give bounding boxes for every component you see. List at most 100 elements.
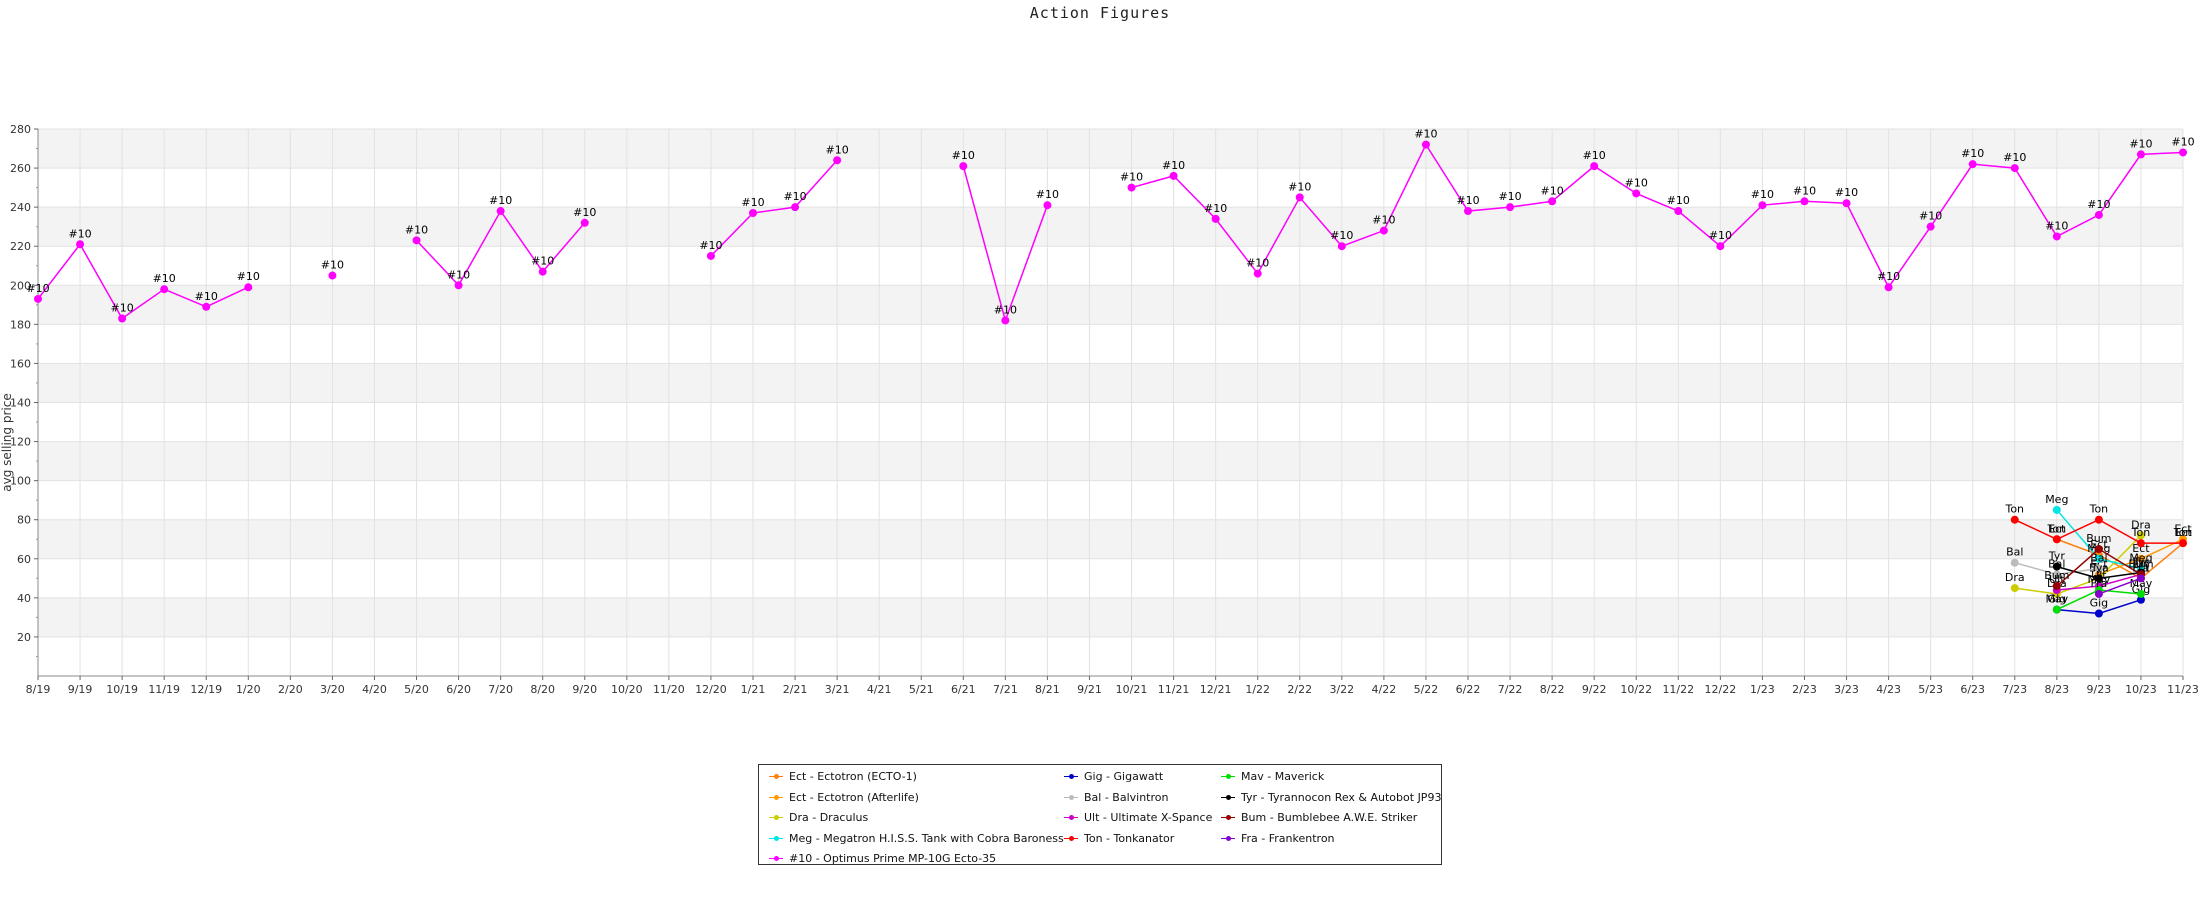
data-point [2094,564,2103,573]
legend-label: #10 - Optimus Prime MP-10G Ecto-35 [789,852,997,865]
data-point [2010,584,2019,593]
line-chart: 20 40 60 80 100 120 140 160 180 200 220 240 260 280 8… [0,123,2199,696]
x-tick-label: 1/20 [236,683,261,696]
x-tick-label: 1/22 [1245,683,1270,696]
data-point [538,267,547,276]
legend-label: Bum - Bumblebee A.W.E. Striker [1241,811,1418,824]
legend-swatch [769,794,783,802]
x-tick-label: 9/20 [572,683,597,696]
data-point [1674,207,1683,216]
y-tick-label: 280 [10,123,31,136]
data-point [2094,545,2103,554]
series-line [2014,534,2142,595]
y-tick-label: 120 [10,436,31,449]
x-tick-label: 5/23 [1918,683,1943,696]
legend-item: Bum - Bumblebee A.W.E. Striker [1221,811,1417,824]
data-point [2010,164,2019,173]
data-label: #10 [741,196,764,209]
data-point [1842,199,1851,208]
legend-swatch [1221,814,1235,822]
y-tick-label: 20 [17,631,31,644]
x-tick-label: 3/22 [1329,683,1354,696]
data-point [2094,210,2103,219]
legend-label: Bal - Balvintron [1084,790,1169,804]
grid-lines [37,128,2184,676]
x-tick-label: 11/23 [2167,683,2199,696]
legend-label: Ton - Tonkanator [1084,831,1175,845]
data-label: #10 [2171,135,2194,148]
data-label: Bal [2006,546,2023,559]
data-point [454,281,463,290]
y-tick-label: 240 [10,201,31,214]
x-tick-label: 8/22 [1540,683,1565,696]
x-tick-label: 12/21 [1200,683,1232,696]
data-point [580,218,589,227]
legend-label: Ect - Ectotron (Afterlife) [789,790,919,804]
x-tick-label: 8/20 [530,683,555,696]
data-label: #10 [699,239,722,252]
legend-label: Tyr - Tyrannocon Rex & Autobot JP93 [1241,790,1442,804]
data-point [2136,595,2145,604]
legend-swatch [1221,794,1235,802]
y-tick-label: 80 [17,514,31,527]
data-label: #10 [1667,194,1690,207]
data-point [2094,574,2103,583]
x-tick-label: 10/21 [1116,683,1148,696]
data-point [959,162,968,171]
x-tick-labels: 8/19 9/19 10/19 11/19 12/19 1/20 2/20 3/20 4/20 5… [26,676,2199,696]
data-point [2136,539,2145,548]
x-tick-label: 10/20 [611,683,643,696]
chart-title: Action Figures [1029,4,1171,22]
data-label: Tyr [2132,555,2150,568]
data-point [2179,148,2187,157]
y-axis-label: avg selling price [0,393,14,491]
data-label: Meg [2045,493,2068,506]
data-label: #10 [1330,229,1353,242]
data-point [2094,554,2103,563]
x-tick-label: 4/23 [1876,683,1901,696]
x-tick-label: 6/21 [951,683,976,696]
y-tick-label: 180 [10,318,31,331]
data-label: #10 [1877,270,1900,283]
legend-swatch [769,835,783,843]
legend-swatch [769,855,783,863]
plot-bands [38,129,2183,637]
x-tick-label: 12/22 [1705,683,1737,696]
data-label: #10 [2003,151,2026,164]
data-point [118,314,127,323]
y-tick-label: 200 [10,279,31,292]
data-point [1295,193,1304,202]
legend-label: Ult - Ultimate X-Spance [1084,811,1213,824]
data-label: Bal [2090,552,2107,565]
data-label: Bum [2128,557,2153,570]
data-label: #10 [2045,219,2068,232]
grid-band [38,519,2183,559]
legend-item: Ect - Ectotron (Afterlife) [769,791,919,804]
data-label: Meg [2129,552,2152,565]
x-tick-label: 1/21 [741,683,766,696]
data-point [791,203,800,212]
data-label: Bum [2086,532,2111,545]
x-tick-label: 3/23 [1834,683,1859,696]
x-tick-label: 4/21 [867,683,892,696]
data-label: Bum [2044,569,2069,582]
data-point [1884,283,1893,292]
x-tick-label: 10/19 [106,683,138,696]
data-label: #10 [1162,159,1185,172]
data-label: #10 [2087,198,2110,211]
x-tick-label: 7/23 [2002,683,2027,696]
data-label: #10 [405,223,428,236]
data-label: Ton [2131,526,2151,539]
series-Bum: Bum Bum Bum [2044,532,2154,591]
x-tick-label: 6/23 [1960,683,1985,696]
data-point [2052,562,2061,571]
data-label: #10 [1751,188,1774,201]
data-label: Ect [2132,542,2150,555]
data-label: #10 [2129,137,2152,150]
data-label: Fra [2133,561,2150,574]
data-label: #10 [195,290,218,303]
data-point [34,294,42,303]
legend-swatch [1064,814,1078,822]
data-label: Ult [2133,557,2149,570]
x-tick-label: 10/23 [2125,683,2157,696]
